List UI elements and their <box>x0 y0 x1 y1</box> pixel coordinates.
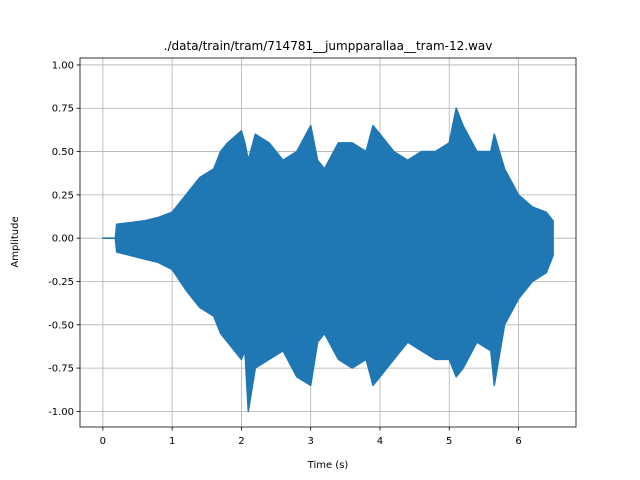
y-tick-label: 0.00 <box>52 234 74 245</box>
x-tick-label: 1 <box>169 436 175 447</box>
y-tick-label: 0.50 <box>52 147 74 158</box>
x-tick-label: 3 <box>307 436 313 447</box>
y-tick-label: -0.75 <box>48 364 74 375</box>
y-ticks: -1.00 -0.75 -0.50 -0.25 0.00 0.25 0.50 0.75 1.00 <box>48 60 80 418</box>
y-tick-label: 0.75 <box>52 104 74 115</box>
axes-frame <box>79 57 577 428</box>
x-tick-label: 4 <box>377 436 383 447</box>
y-tick-label: 0.25 <box>52 190 74 201</box>
x-tick-label: 6 <box>515 436 521 447</box>
y-tick-label: -0.25 <box>48 277 74 288</box>
x-ticks: 0 1 2 3 4 5 6 <box>100 427 522 447</box>
y-tick-label: -1.00 <box>48 407 74 418</box>
chart-title: ./data/train/tram/714781__jumpparallaa__… <box>164 39 493 53</box>
x-axis-label: Time (s) <box>307 460 349 471</box>
y-tick-label: 1.00 <box>52 60 74 71</box>
x-tick-label: 2 <box>238 436 244 447</box>
x-tick-label: 0 <box>100 436 106 447</box>
y-axis-label: Amplitude <box>10 216 21 267</box>
y-tick-label: -0.50 <box>48 320 74 331</box>
series-group <box>102 107 554 413</box>
x-tick-label: 5 <box>446 436 452 447</box>
